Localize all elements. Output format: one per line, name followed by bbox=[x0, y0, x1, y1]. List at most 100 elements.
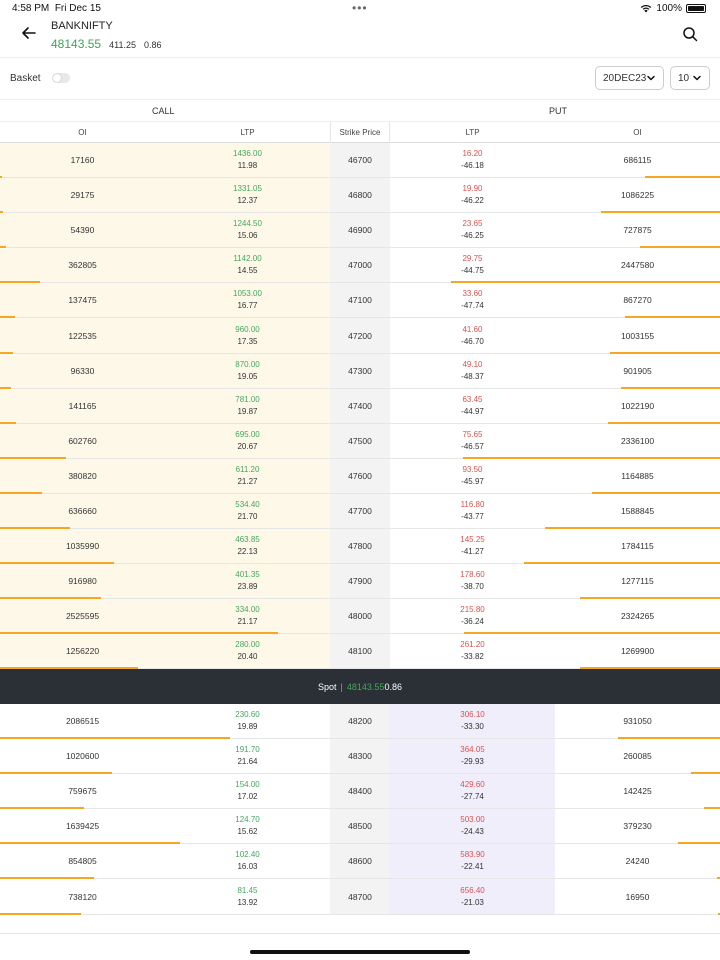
call-oi-cell[interactable]: 96330 bbox=[0, 353, 165, 388]
strike-cell[interactable]: 47200 bbox=[330, 318, 390, 353]
put-ltp-cell[interactable]: 93.50 -45.97 bbox=[390, 459, 555, 493]
call-ltp-cell[interactable]: 870.00 19.05 bbox=[165, 353, 330, 388]
put-ltp-cell[interactable]: 49.10 -48.37 bbox=[390, 354, 555, 388]
call-oi-cell[interactable]: 636660 bbox=[0, 493, 165, 529]
put-oi-cell[interactable]: 867270 bbox=[555, 283, 720, 317]
call-ltp-cell[interactable]: 191.70 21.64 bbox=[165, 739, 330, 773]
table-row[interactable]: 2525595 334.00 21.17 48000 215.80 -36.24 23242… bbox=[0, 599, 720, 635]
put-ltp-cell[interactable]: 145.25 -41.27 bbox=[390, 529, 555, 563]
put-ltp-cell[interactable]: 63.45 -44.97 bbox=[390, 389, 555, 423]
call-oi-cell[interactable]: 2086515 bbox=[0, 704, 165, 738]
table-row[interactable]: 1020600 191.70 21.64 48300 364.05 -29.93 26008… bbox=[0, 739, 720, 775]
put-oi-cell[interactable]: 24240 bbox=[555, 844, 720, 878]
strike-cell[interactable]: 48400 bbox=[330, 774, 390, 809]
table-row[interactable]: 17160 1436.00 11.98 46700 16.20 -46.18 686115 bbox=[0, 143, 720, 179]
put-ltp-cell[interactable]: 261.20 -33.82 bbox=[390, 634, 555, 668]
table-row[interactable]: 2086515 230.60 19.89 48200 306.10 -33.30 93105… bbox=[0, 704, 720, 740]
strike-cell[interactable]: 47800 bbox=[330, 529, 390, 564]
put-ltp-cell[interactable]: 29.75 -44.75 bbox=[390, 248, 555, 282]
table-row[interactable]: 636660 534.40 21.70 47700 116.80 -43.77 158884… bbox=[0, 493, 720, 530]
call-ltp-cell[interactable]: 463.85 22.13 bbox=[165, 529, 330, 564]
strike-cell[interactable]: 48300 bbox=[330, 739, 390, 774]
put-ltp-cell[interactable]: 23.65 -46.25 bbox=[390, 213, 555, 247]
put-ltp-cell[interactable]: 503.00 -24.43 bbox=[390, 809, 555, 844]
call-ltp-cell[interactable]: 154.00 17.02 bbox=[165, 774, 330, 808]
put-oi-cell[interactable]: 142425 bbox=[555, 774, 720, 808]
strike-cell[interactable]: 46900 bbox=[330, 213, 390, 248]
expiry-dropdown[interactable]: 20DEC23 bbox=[595, 66, 664, 90]
call-ltp-cell[interactable]: 230.60 19.89 bbox=[165, 704, 330, 738]
strike-cell[interactable]: 46800 bbox=[330, 178, 390, 213]
strike-cell[interactable]: 47700 bbox=[330, 493, 390, 529]
strike-cell[interactable]: 48000 bbox=[330, 599, 390, 634]
call-ltp-cell[interactable]: 81.45 13.92 bbox=[165, 879, 330, 913]
put-oi-cell[interactable]: 379230 bbox=[555, 809, 720, 843]
call-oi-cell[interactable]: 1256220 bbox=[0, 634, 165, 669]
table-row[interactable]: 137475 1053.00 16.77 47100 33.60 -47.74 867270 bbox=[0, 283, 720, 319]
call-oi-cell[interactable]: 1035990 bbox=[0, 529, 165, 564]
strike-cell[interactable]: 48100 bbox=[330, 634, 390, 669]
back-arrow-icon[interactable] bbox=[20, 24, 38, 42]
table-row[interactable]: 29175 1331.05 12.37 46800 19.90 -46.22 1086225 bbox=[0, 178, 720, 214]
table-row[interactable]: 122535 960.00 17.35 47200 41.60 -46.70 1003155 bbox=[0, 318, 720, 354]
put-oi-cell[interactable]: 2336100 bbox=[555, 424, 720, 458]
call-oi-cell[interactable]: 141165 bbox=[0, 388, 165, 423]
put-oi-cell[interactable]: 2447580 bbox=[555, 248, 720, 282]
strike-cell[interactable]: 48700 bbox=[330, 879, 390, 914]
call-ltp-cell[interactable]: 611.20 21.27 bbox=[165, 458, 330, 493]
call-ltp-cell[interactable]: 1331.05 12.37 bbox=[165, 178, 330, 213]
table-row[interactable]: 362805 1142.00 14.55 47000 29.75 -44.75 244758… bbox=[0, 248, 720, 284]
table-row[interactable]: 916980 401.35 23.89 47900 178.60 -38.70 127711… bbox=[0, 564, 720, 600]
table-row[interactable]: 759675 154.00 17.02 48400 429.60 -27.74 142425 bbox=[0, 774, 720, 810]
put-ltp-cell[interactable]: 178.60 -38.70 bbox=[390, 564, 555, 598]
table-row[interactable]: 54390 1244.50 15.06 46900 23.65 -46.25 727875 bbox=[0, 213, 720, 249]
put-oi-cell[interactable]: 931050 bbox=[555, 704, 720, 738]
call-ltp-cell[interactable]: 695.00 20.67 bbox=[165, 423, 330, 458]
put-ltp-cell[interactable]: 41.60 -46.70 bbox=[390, 318, 555, 352]
put-oi-cell[interactable]: 1277115 bbox=[555, 564, 720, 598]
put-oi-cell[interactable]: 901905 bbox=[555, 354, 720, 388]
strike-cell[interactable]: 47000 bbox=[330, 248, 390, 283]
put-ltp-cell[interactable]: 16.20 -46.18 bbox=[390, 143, 555, 177]
call-ltp-cell[interactable]: 401.35 23.89 bbox=[165, 564, 330, 599]
put-ltp-cell[interactable]: 583.90 -22.41 bbox=[390, 844, 555, 879]
table-row[interactable]: 854805 102.40 16.03 48600 583.90 -22.41 24240 bbox=[0, 844, 720, 880]
call-oi-cell[interactable]: 2525595 bbox=[0, 599, 165, 634]
call-ltp-cell[interactable]: 1142.00 14.55 bbox=[165, 248, 330, 283]
strike-cell[interactable]: 48600 bbox=[330, 844, 390, 879]
strike-cell[interactable]: 47300 bbox=[330, 353, 390, 388]
call-oi-cell[interactable]: 380820 bbox=[0, 458, 165, 493]
call-oi-cell[interactable]: 17160 bbox=[0, 143, 165, 178]
call-ltp-cell[interactable]: 334.00 21.17 bbox=[165, 599, 330, 634]
call-oi-cell[interactable]: 122535 bbox=[0, 318, 165, 353]
call-oi-cell[interactable]: 854805 bbox=[0, 844, 165, 878]
strike-cell[interactable]: 47600 bbox=[330, 458, 390, 493]
table-row[interactable]: 1639425 124.70 15.62 48500 503.00 -24.43 37923… bbox=[0, 809, 720, 845]
call-oi-cell[interactable]: 1639425 bbox=[0, 809, 165, 843]
table-row[interactable]: 141165 781.00 19.87 47400 63.45 -44.97 1022190 bbox=[0, 388, 720, 424]
call-oi-cell[interactable]: 29175 bbox=[0, 178, 165, 213]
put-ltp-cell[interactable]: 33.60 -47.74 bbox=[390, 283, 555, 317]
put-oi-cell[interactable]: 2324265 bbox=[555, 599, 720, 633]
call-oi-cell[interactable]: 738120 bbox=[0, 879, 165, 913]
call-oi-cell[interactable]: 54390 bbox=[0, 213, 165, 248]
put-oi-cell[interactable]: 1784115 bbox=[555, 529, 720, 563]
put-oi-cell[interactable]: 1022190 bbox=[555, 389, 720, 423]
put-ltp-cell[interactable]: 656.40 -21.03 bbox=[390, 879, 555, 914]
strike-cell[interactable]: 47400 bbox=[330, 388, 390, 423]
call-ltp-cell[interactable]: 280.00 20.40 bbox=[165, 634, 330, 669]
put-oi-cell[interactable]: 1588845 bbox=[555, 494, 720, 528]
strike-cell[interactable]: 47100 bbox=[330, 283, 390, 318]
strike-cell[interactable]: 48200 bbox=[330, 704, 390, 739]
put-ltp-cell[interactable]: 215.80 -36.24 bbox=[390, 599, 555, 633]
table-row[interactable]: 738120 81.45 13.92 48700 656.40 -21.03 16950 bbox=[0, 879, 720, 915]
put-oi-cell[interactable]: 260085 bbox=[555, 739, 720, 773]
call-ltp-cell[interactable]: 124.70 15.62 bbox=[165, 809, 330, 843]
multitasking-dots-icon[interactable]: ••• bbox=[352, 1, 368, 15]
put-oi-cell[interactable]: 1003155 bbox=[555, 318, 720, 352]
put-ltp-cell[interactable]: 75.65 -46.57 bbox=[390, 424, 555, 458]
call-ltp-cell[interactable]: 1244.50 15.06 bbox=[165, 213, 330, 248]
call-ltp-cell[interactable]: 1053.00 16.77 bbox=[165, 283, 330, 318]
put-ltp-cell[interactable]: 306.10 -33.30 bbox=[390, 704, 555, 739]
put-oi-cell[interactable]: 727875 bbox=[555, 213, 720, 247]
